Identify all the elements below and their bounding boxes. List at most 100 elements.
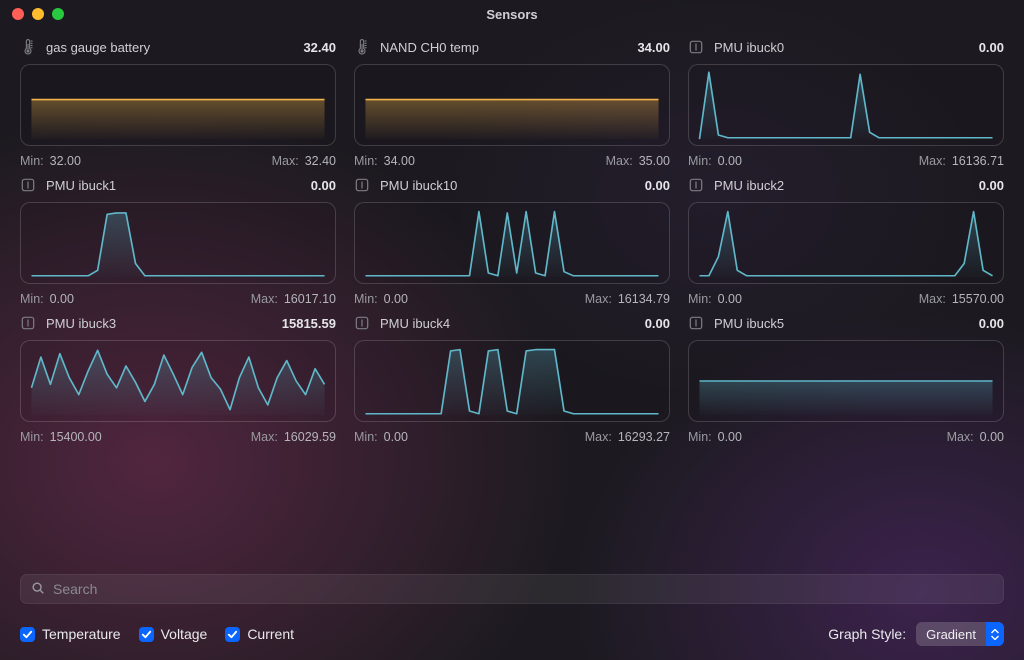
sensor-card: PMU ibuck1 0.00 Min:0.00 Max:16017.10	[20, 172, 336, 306]
current-icon	[354, 177, 370, 193]
sensor-name: gas gauge battery	[46, 40, 293, 55]
sensor-card: PMU ibuck3 15815.59 Min:15400.00Max:16029.…	[20, 310, 336, 444]
sensor-card: PMU ibuck5 0.00 Min:0.00 Max:0.00	[688, 310, 1004, 444]
sensor-card: PMU ibuck10 0.00 Min:0.00 Max:16134.79	[354, 172, 670, 306]
sensor-header: PMU ibuck1 0.00	[20, 172, 336, 198]
current-icon	[20, 315, 36, 331]
sensor-header: PMU ibuck4 0.00	[354, 310, 670, 336]
sensor-minmax: Min:15400.00Max:16029.59	[20, 430, 336, 444]
sensor-card: NAND CH0 temp 34.00 Min:34.00 Max:35.00	[354, 34, 670, 168]
sensor-header: PMU ibuck3 15815.59	[20, 310, 336, 336]
sensor-name: PMU ibuck2	[714, 178, 969, 193]
thermometer-icon	[354, 39, 370, 55]
footer: TemperatureVoltageCurrent Graph Style: G…	[20, 556, 1004, 660]
filter-current[interactable]: Current	[225, 626, 294, 642]
checkbox-icon	[139, 627, 154, 642]
sensor-name: PMU ibuck1	[46, 178, 301, 193]
sensor-chart	[354, 64, 670, 146]
sensor-chart	[354, 340, 670, 422]
sensor-value: 0.00	[979, 316, 1004, 331]
sensor-value: 32.40	[303, 40, 336, 55]
sensor-value: 15815.59	[282, 316, 336, 331]
minimize-button[interactable]	[32, 8, 44, 20]
sensor-min: Min:0.00	[354, 292, 408, 306]
sensor-min: Min:32.00	[20, 154, 81, 168]
sensor-value: 0.00	[645, 178, 670, 193]
close-button[interactable]	[12, 8, 24, 20]
sensor-min: Min:0.00	[688, 430, 742, 444]
sensor-value: 0.00	[979, 178, 1004, 193]
sensor-minmax: Min:34.00 Max:35.00	[354, 154, 670, 168]
search-icon	[31, 581, 45, 598]
thermometer-icon	[20, 39, 36, 55]
sensor-chart	[354, 202, 670, 284]
sensor-card: gas gauge battery 32.40 Min:32.00 Max:32.40	[20, 34, 336, 168]
sensor-min: Min:0.00	[688, 292, 742, 306]
sensor-max: Max:16293.27	[585, 430, 670, 444]
sensor-header: PMU ibuck2 0.00	[688, 172, 1004, 198]
sensor-max: Max:16029.59	[251, 430, 336, 444]
sensor-name: PMU ibuck4	[380, 316, 635, 331]
sensor-card: PMU ibuck4 0.00 Min:0.00 Max:16293.27	[354, 310, 670, 444]
sensor-chart	[688, 340, 1004, 422]
sensors-window: Sensors gas gauge battery32.40Min:32.00M…	[0, 0, 1024, 660]
sensor-minmax: Min:0.00 Max:16136.71	[688, 154, 1004, 168]
sensor-minmax: Min:32.00 Max:32.40	[20, 154, 336, 168]
sensor-value: 0.00	[979, 40, 1004, 55]
sensor-minmax: Min:0.00 Max:0.00	[688, 430, 1004, 444]
filter-voltage[interactable]: Voltage	[139, 626, 208, 642]
sensor-chart	[688, 64, 1004, 146]
sensor-name: PMU ibuck10	[380, 178, 635, 193]
sensor-value: 0.00	[645, 316, 670, 331]
sensor-value: 0.00	[311, 178, 336, 193]
sensor-min: Min:0.00	[20, 292, 74, 306]
sensor-minmax: Min:0.00Max:15570.00	[688, 292, 1004, 306]
sensor-card: PMU ibuck0 0.00 Min:0.00 Max:16136.71	[688, 34, 1004, 168]
sensor-max: Max:16134.79	[585, 292, 670, 306]
sensor-min: Min:0.00	[354, 430, 408, 444]
current-icon	[20, 177, 36, 193]
window-title: Sensors	[0, 7, 1024, 22]
sensor-name: PMU ibuck5	[714, 316, 969, 331]
sensor-header: NAND CH0 temp 34.00	[354, 34, 670, 60]
sensor-name: PMU ibuck0	[714, 40, 969, 55]
sensor-name: NAND CH0 temp	[380, 40, 627, 55]
sensor-value: 34.00	[637, 40, 670, 55]
sensor-max: Max:16136.71	[919, 154, 1004, 168]
sensor-card: PMU ibuck2 0.00 Min:0.00Max:15570.00	[688, 172, 1004, 306]
zoom-button[interactable]	[52, 8, 64, 20]
sensor-max: Max:0.00	[947, 430, 1004, 444]
filter-label: Voltage	[161, 626, 208, 642]
sensor-max: Max:32.40	[272, 154, 336, 168]
sensor-max: Max:35.00	[606, 154, 670, 168]
sensor-minmax: Min:0.00 Max:16293.27	[354, 430, 670, 444]
content: gas gauge battery 32.40 Min:32.00 Max:32.40…	[0, 28, 1024, 660]
filter-temperature[interactable]: Temperature	[20, 626, 121, 642]
filter-checks: Temperature Voltage Current	[20, 626, 294, 642]
filter-label: Temperature	[42, 626, 121, 642]
bottom-bar: TemperatureVoltageCurrent Graph Style: G…	[20, 622, 1004, 646]
search-input[interactable]	[53, 581, 993, 597]
search-field[interactable]	[20, 574, 1004, 604]
select-arrows-icon	[986, 622, 1004, 646]
sensor-chart	[20, 202, 336, 284]
traffic-lights	[0, 8, 64, 20]
sensor-header: PMU ibuck10 0.00	[354, 172, 670, 198]
sensor-header: gas gauge battery 32.40	[20, 34, 336, 60]
filter-label: Current	[247, 626, 294, 642]
current-icon	[688, 39, 704, 55]
sensor-chart	[20, 340, 336, 422]
sensor-chart	[688, 202, 1004, 284]
sensor-header: PMU ibuck0 0.00	[688, 34, 1004, 60]
titlebar: Sensors	[0, 0, 1024, 28]
sensor-header: PMU ibuck5 0.00	[688, 310, 1004, 336]
sensor-min: Min:0.00	[688, 154, 742, 168]
current-icon	[688, 177, 704, 193]
sensor-grid: gas gauge battery 32.40 Min:32.00 Max:32.40…	[20, 34, 1004, 444]
sensor-name: PMU ibuck3	[46, 316, 272, 331]
graph-style-select[interactable]: Gradient	[916, 622, 1004, 646]
sensor-max: Max:16017.10	[251, 292, 336, 306]
checkbox-icon	[225, 627, 240, 642]
checkbox-icon	[20, 627, 35, 642]
sensor-min: Min:34.00	[354, 154, 415, 168]
